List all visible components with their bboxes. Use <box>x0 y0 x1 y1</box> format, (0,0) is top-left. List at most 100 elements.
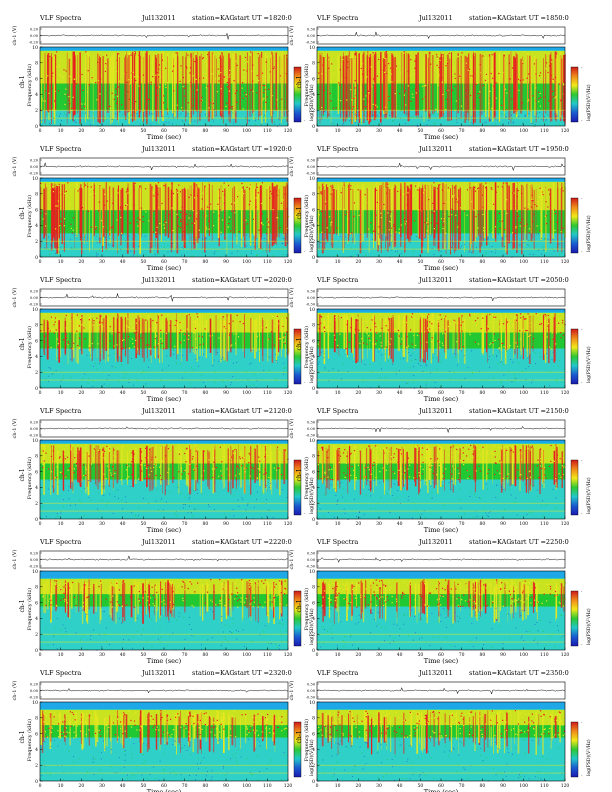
spectrogram-speckle <box>530 322 532 324</box>
noise-dot <box>87 382 89 384</box>
noise-dot <box>350 255 351 257</box>
spectrogram-speckle <box>264 446 266 448</box>
spectrogram-speckle <box>545 477 547 479</box>
noise-dot <box>557 365 559 367</box>
sferic-streak <box>99 579 102 620</box>
spectrogram-speckle <box>203 470 205 472</box>
spectrogram-speckle <box>252 64 254 66</box>
spectrogram-speckle <box>432 202 434 204</box>
spectrogram-speckle <box>501 448 503 450</box>
spectrogram-speckle <box>378 226 380 228</box>
noise-dot <box>183 504 185 505</box>
spectrogram-speckle <box>64 93 66 95</box>
spectrogram-speckle <box>96 99 98 101</box>
spectrogram-speckle <box>441 81 443 83</box>
noise-dot <box>412 352 414 354</box>
sferic-streak <box>467 57 469 113</box>
sferic-streak <box>226 314 228 362</box>
sferic-streak <box>130 56 133 118</box>
sferic-streak <box>86 52 89 120</box>
sferic-streak <box>73 51 75 116</box>
spectrogram-ylabel: Frequency (kHz) <box>303 195 310 238</box>
noise-dot <box>379 364 381 366</box>
noise-dot <box>281 243 283 245</box>
sferic-streak <box>476 183 478 238</box>
spectrogram-speckle <box>395 65 398 67</box>
spectrogram-speckle <box>317 222 319 224</box>
noise-dot <box>556 506 558 508</box>
spectrogram-speckle <box>339 69 341 71</box>
spectrogram-speckle <box>542 194 544 196</box>
noise-dot <box>119 111 121 113</box>
spectrogram-speckle <box>199 185 201 187</box>
spectrogram-speckle <box>522 62 524 64</box>
spectrogram-speckle <box>522 329 524 331</box>
spectrogram-speckle <box>407 231 409 233</box>
panel-date: Jul132011 <box>418 14 453 22</box>
noise-dot <box>253 242 254 243</box>
spectrogram-speckle <box>176 104 178 106</box>
spectrogram-speckle <box>501 104 503 106</box>
noise-dot <box>138 515 139 517</box>
spectrogram-speckle <box>136 70 138 72</box>
sferic-streak <box>360 53 362 125</box>
spectrogram-speckle <box>269 71 271 73</box>
noise-dot <box>256 380 258 382</box>
sferic-streak <box>554 313 556 361</box>
spectrogram-speckle <box>478 465 480 467</box>
noise-dot <box>59 115 60 117</box>
noise-dot <box>431 498 432 499</box>
sferic-streak <box>209 318 212 353</box>
noise-dot <box>233 362 234 364</box>
spectrogram-speckle <box>357 464 359 466</box>
sferic-streak <box>557 188 559 253</box>
spectrogram-speckle <box>507 473 510 475</box>
spectrogram-speckle <box>374 322 376 324</box>
noise-dot <box>323 115 324 116</box>
spectrogram-speckle <box>55 205 57 207</box>
spectrogram-speckle <box>530 326 532 328</box>
spectrogram-speckle <box>382 69 384 71</box>
spectrogram-speckle <box>475 445 477 447</box>
spectrogram-speckle <box>216 467 218 469</box>
spectrogram-speckle <box>333 334 335 336</box>
spectrogram-speckle <box>227 336 229 338</box>
spectrogram-speckle <box>390 73 392 75</box>
time-tick-label: 90 <box>223 259 229 265</box>
spectrogram-speckle <box>495 316 497 318</box>
spectrogram-speckle <box>108 593 110 595</box>
noise-dot <box>495 238 496 240</box>
spectrogram-speckle <box>118 331 120 334</box>
spectrogram-speckle <box>112 331 114 333</box>
spectrogram-speckle <box>326 227 328 229</box>
spectrogram-speckle <box>139 195 142 197</box>
sferic-streak <box>159 187 161 235</box>
spectrogram-speckle <box>532 95 534 97</box>
noise-dot <box>428 119 430 121</box>
sferic-streak <box>221 58 223 119</box>
spectrogram-speckle <box>482 317 484 319</box>
sferic-streak <box>108 586 110 616</box>
spectrogram-speckle <box>411 93 414 95</box>
sferic-streak <box>425 54 427 112</box>
band-upper <box>317 181 565 211</box>
time-tick-label: 120 <box>561 521 570 527</box>
spectrogram-speckle <box>424 331 426 333</box>
spectrogram-speckle <box>93 320 95 322</box>
spectrogram-speckle <box>127 192 129 194</box>
noise-dot <box>267 241 269 243</box>
spectrogram-speckle <box>233 460 235 462</box>
noise-dot <box>73 234 75 236</box>
spectrogram-speckle <box>167 471 169 474</box>
spectrogram-speckle <box>76 330 78 332</box>
sferic-streak <box>503 56 505 118</box>
sferic-streak <box>141 449 143 482</box>
spectrogram-speckle <box>272 315 274 317</box>
noise-dot <box>227 488 228 489</box>
noise-dot <box>386 493 388 495</box>
spectrogram-speckle <box>531 446 533 449</box>
spectrogram-speckle <box>99 78 102 80</box>
spectrogram-speckle <box>115 70 118 73</box>
spectrogram-speckle <box>440 466 442 468</box>
sferic-streak <box>506 318 509 351</box>
